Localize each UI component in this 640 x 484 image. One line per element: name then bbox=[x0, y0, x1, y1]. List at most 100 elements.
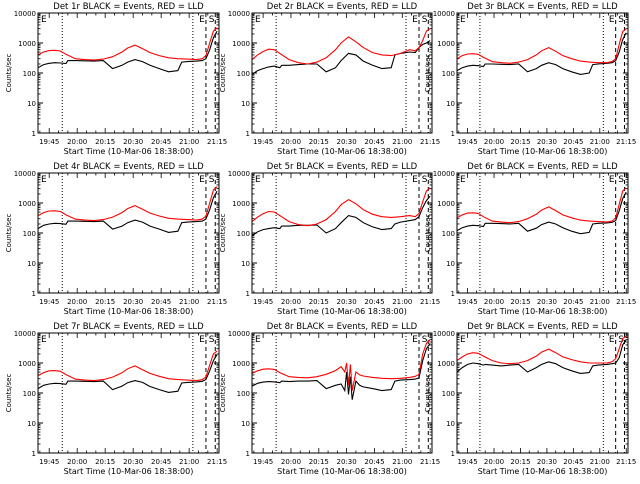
panel-det-8r: Det 8r BLACK = Events, RED = LLD Counts/s… bbox=[219, 322, 440, 476]
series-lld-line bbox=[38, 27, 218, 61]
y-tick-label: 1000 bbox=[437, 200, 455, 208]
x-tick-label: 20:30 bbox=[337, 298, 357, 306]
marker-label-s: S bbox=[422, 15, 428, 25]
x-tick-label: 20:15 bbox=[510, 298, 530, 306]
x-tick-label: 20:00 bbox=[67, 458, 87, 466]
x-tick-label: 20:15 bbox=[309, 298, 329, 306]
y-tick-label: 100 bbox=[237, 390, 250, 398]
y-tick-label: 1 bbox=[246, 290, 250, 298]
x-tick-label: 21:00 bbox=[392, 138, 412, 146]
panel-title: Det 4r BLACK = Events, RED = LLD bbox=[53, 162, 204, 172]
y-tick-label: 1000 bbox=[232, 200, 250, 208]
x-tick-label: 19:45 bbox=[253, 458, 273, 466]
panel-title: Det 6r BLACK = Events, RED = LLD bbox=[467, 162, 618, 172]
plot-frame bbox=[37, 332, 220, 454]
y-tick-label: 1 bbox=[451, 450, 455, 458]
x-tick-label: 20:30 bbox=[337, 138, 357, 146]
marker-label-e: E bbox=[255, 15, 261, 25]
x-tick-label: 20:00 bbox=[67, 138, 87, 146]
panel-det-3r: Det 3r BLACK = Events, RED = LLD Counts/s… bbox=[424, 2, 636, 156]
panel-det-7r: Det 7r BLACK = Events, RED = LLD Counts/s… bbox=[5, 322, 227, 476]
y-tick-label: 100 bbox=[237, 70, 250, 78]
panel-det-2r: Det 2r BLACK = Events, RED = LLD Counts/s… bbox=[219, 2, 440, 156]
y-axis-label: Counts/sec bbox=[219, 214, 227, 253]
x-tick-label: 21:15 bbox=[420, 138, 440, 146]
x-tick-label: 20:30 bbox=[123, 458, 143, 466]
panel-title: Det 7r BLACK = Events, RED = LLD bbox=[53, 322, 204, 332]
y-tick-label: 10 bbox=[241, 420, 250, 428]
marker-label-e: E bbox=[460, 335, 466, 345]
marker-label-e: E bbox=[412, 335, 418, 345]
marker-label-e: E bbox=[199, 335, 205, 345]
y-tick-label: 100 bbox=[442, 230, 455, 238]
x-axis-label: Start Time (10-Mar-06 18:38:00) bbox=[64, 307, 194, 316]
marker-label-e: E bbox=[199, 15, 205, 25]
x-axis-label: Start Time (10-Mar-06 18:38:00) bbox=[478, 307, 608, 316]
x-tick-label: 20:15 bbox=[95, 458, 115, 466]
x-tick-label: 19:45 bbox=[39, 458, 59, 466]
x-axis-label: Start Time (10-Mar-06 18:38:00) bbox=[64, 467, 194, 476]
y-tick-label: 10000 bbox=[228, 10, 250, 18]
x-tick-label: 20:15 bbox=[510, 138, 530, 146]
y-tick-label: 100 bbox=[442, 70, 455, 78]
marker-label-e: E bbox=[255, 175, 261, 185]
plot-frame bbox=[251, 12, 433, 134]
series-events-line bbox=[38, 190, 218, 233]
y-tick-label: 1000 bbox=[232, 360, 250, 368]
panel-title: Det 8r BLACK = Events, RED = LLD bbox=[267, 322, 418, 332]
y-tick-label: 10000 bbox=[14, 10, 36, 18]
x-tick-label: 21:15 bbox=[207, 298, 227, 306]
x-tick-label: 20:45 bbox=[563, 458, 583, 466]
x-tick-label: 21:15 bbox=[616, 458, 636, 466]
x-tick-label: 19:45 bbox=[457, 458, 477, 466]
x-tick-label: 21:00 bbox=[392, 458, 412, 466]
x-tick-label: 21:15 bbox=[207, 138, 227, 146]
x-tick-label: 20:45 bbox=[364, 298, 384, 306]
x-axis-label: Start Time (10-Mar-06 18:38:00) bbox=[277, 307, 407, 316]
x-tick-label: 19:45 bbox=[457, 138, 477, 146]
series-events-line bbox=[38, 30, 218, 73]
plot-frame bbox=[37, 12, 220, 134]
marker-label-s: S bbox=[209, 335, 215, 345]
y-tick-label: 10000 bbox=[433, 170, 455, 178]
marker-label-e: E bbox=[609, 335, 615, 345]
y-tick-label: 100 bbox=[442, 390, 455, 398]
y-tick-label: 1 bbox=[451, 290, 455, 298]
x-axis-label: Start Time (10-Mar-06 18:38:00) bbox=[277, 147, 407, 156]
x-axis-label: Start Time (10-Mar-06 18:38:00) bbox=[478, 147, 608, 156]
marker-label-s: S bbox=[618, 15, 624, 25]
panel-det-9r: Det 9r BLACK = Events, RED = LLD Counts/s… bbox=[424, 322, 636, 476]
y-tick-label: 1000 bbox=[18, 360, 36, 368]
x-tick-label: 20:15 bbox=[95, 138, 115, 146]
x-tick-label: 20:30 bbox=[537, 138, 557, 146]
x-tick-label: 21:15 bbox=[420, 298, 440, 306]
y-tick-label: 10000 bbox=[228, 330, 250, 338]
x-tick-label: 20:15 bbox=[309, 138, 329, 146]
marker-label-s: S bbox=[209, 175, 215, 185]
panel-det-1r: Det 1r BLACK = Events, RED = LLD Counts/s… bbox=[5, 2, 227, 156]
series-lld-line bbox=[38, 186, 218, 222]
marker-label-e: E bbox=[460, 15, 466, 25]
panel-title: Det 5r BLACK = Events, RED = LLD bbox=[267, 162, 418, 172]
series-lld-line bbox=[457, 28, 627, 64]
y-tick-label: 1 bbox=[32, 450, 36, 458]
x-tick-label: 20:00 bbox=[67, 298, 87, 306]
y-tick-label: 1 bbox=[246, 450, 250, 458]
series-events-line bbox=[457, 339, 627, 374]
panel-det-6r: Det 6r BLACK = Events, RED = LLD Counts/s… bbox=[424, 162, 636, 316]
marker-label-e: E bbox=[412, 15, 418, 25]
x-axis-label: Start Time (10-Mar-06 18:38:00) bbox=[277, 467, 407, 476]
marker-label-e: E bbox=[199, 175, 205, 185]
marker-label-s: S bbox=[209, 15, 215, 25]
x-tick-label: 20:15 bbox=[510, 458, 530, 466]
marker-label-e: E bbox=[412, 175, 418, 185]
y-tick-label: 10 bbox=[27, 100, 36, 108]
marker-label-s: S bbox=[618, 175, 624, 185]
x-tick-label: 19:45 bbox=[253, 298, 273, 306]
plot-frame bbox=[251, 172, 433, 294]
x-tick-label: 21:00 bbox=[392, 298, 412, 306]
x-tick-label: 19:45 bbox=[457, 298, 477, 306]
series-lld-line bbox=[38, 350, 218, 382]
